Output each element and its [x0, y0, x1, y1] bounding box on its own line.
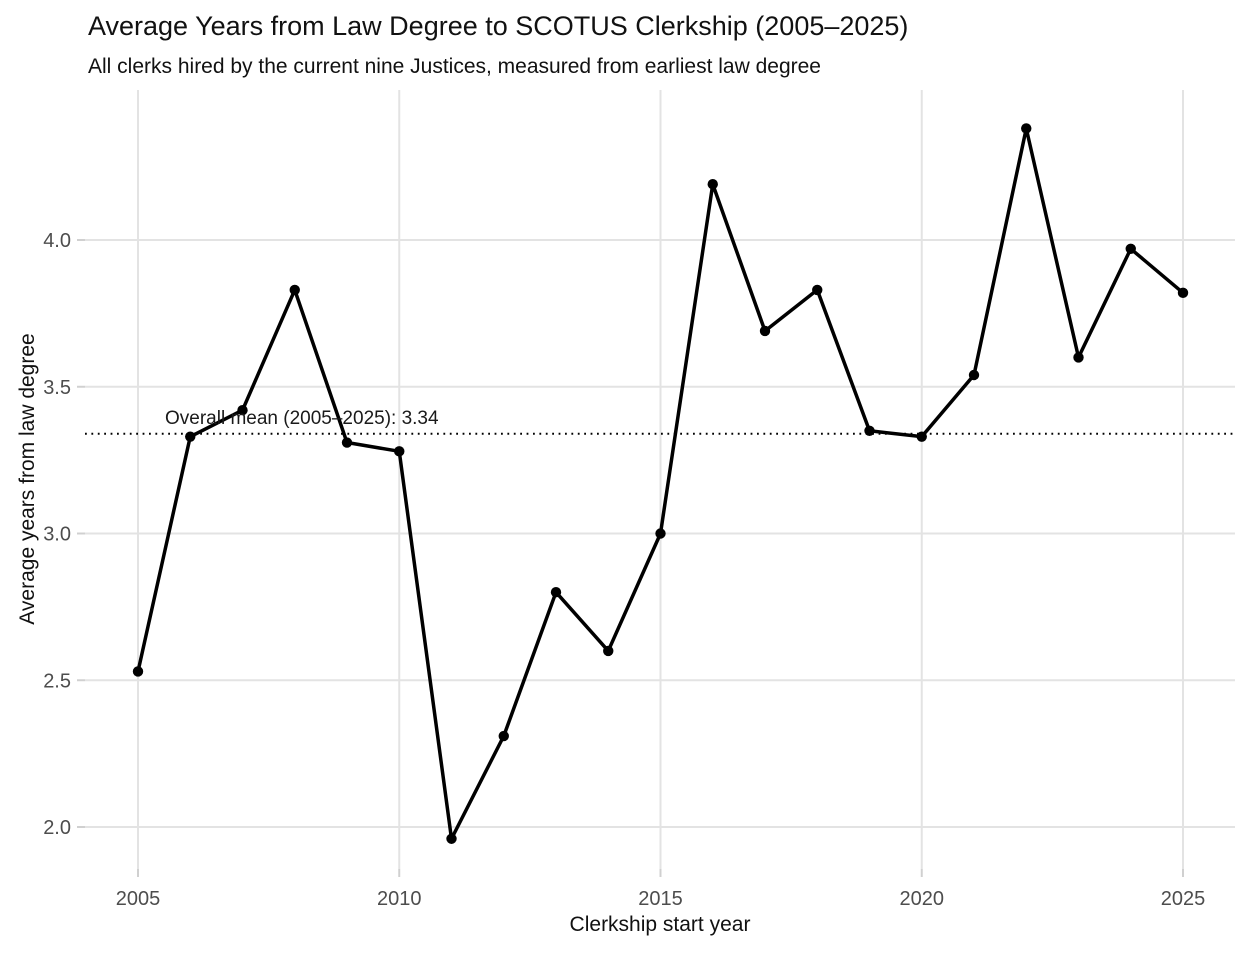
- data-point: [603, 645, 614, 657]
- y-tick-label: 3.0: [43, 524, 71, 546]
- data-point: [341, 437, 353, 448]
- data-point: [237, 405, 248, 416]
- data-point: [394, 446, 405, 457]
- x-tick-label: 2020: [900, 888, 945, 910]
- data-point: [812, 284, 823, 296]
- data-point: [655, 528, 666, 539]
- data-point: [289, 284, 300, 296]
- data-point: [759, 325, 771, 337]
- y-tick-label: 4.0: [43, 230, 71, 252]
- y-axis-title: Average years from law degree: [16, 333, 39, 625]
- data-point: [1021, 123, 1032, 134]
- data-point: [1177, 287, 1189, 299]
- data-point: [446, 833, 457, 844]
- data-point: [864, 425, 875, 436]
- mean-line-label: Overall mean (2005–2025): 3.34: [165, 408, 439, 429]
- x-tick-label: 2010: [377, 888, 422, 910]
- y-tick-label: 2.5: [43, 670, 71, 692]
- x-tick-label: 2005: [116, 888, 161, 910]
- y-tick-label: 2.0: [43, 817, 71, 839]
- chart-title: Average Years from Law Degree to SCOTUS …: [88, 11, 909, 41]
- x-tick-label: 2025: [1161, 888, 1206, 910]
- y-tick-label: 3.5: [43, 377, 71, 399]
- data-point: [132, 666, 144, 677]
- data-point: [550, 587, 562, 598]
- data-point: [707, 179, 718, 190]
- data-point: [968, 369, 980, 381]
- data-point: [498, 730, 509, 742]
- data-point: [185, 431, 196, 442]
- data-point: [1125, 243, 1136, 255]
- data-point: [916, 431, 927, 442]
- chart-subtitle: All clerks hired by the current nine Jus…: [88, 55, 821, 78]
- data-point: [1073, 352, 1084, 363]
- x-axis-title: Clerkship start year: [569, 913, 751, 936]
- x-tick-label: 2015: [638, 888, 683, 910]
